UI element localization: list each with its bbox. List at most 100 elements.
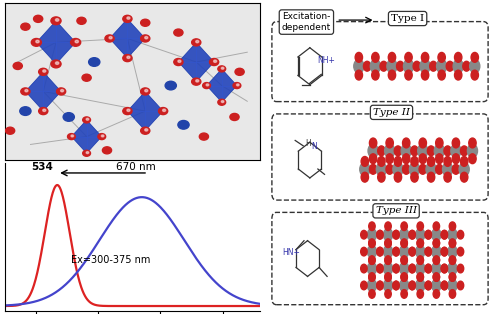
- Circle shape: [441, 264, 448, 273]
- Circle shape: [140, 35, 150, 42]
- Circle shape: [6, 127, 15, 134]
- Circle shape: [218, 66, 226, 72]
- Circle shape: [63, 113, 74, 121]
- Circle shape: [42, 70, 46, 72]
- Circle shape: [355, 52, 362, 62]
- Circle shape: [82, 150, 90, 156]
- Circle shape: [13, 62, 22, 69]
- Circle shape: [405, 52, 412, 62]
- Circle shape: [384, 229, 392, 241]
- Circle shape: [441, 247, 448, 256]
- Circle shape: [426, 163, 436, 176]
- Circle shape: [441, 247, 448, 256]
- Circle shape: [430, 61, 437, 71]
- Circle shape: [222, 67, 224, 69]
- Circle shape: [56, 62, 59, 64]
- Circle shape: [393, 264, 400, 273]
- Circle shape: [385, 222, 392, 230]
- Circle shape: [409, 264, 416, 273]
- Circle shape: [432, 263, 441, 275]
- Circle shape: [400, 229, 409, 241]
- Circle shape: [384, 279, 392, 292]
- Circle shape: [417, 239, 424, 247]
- Circle shape: [378, 172, 385, 182]
- Circle shape: [377, 264, 383, 273]
- Circle shape: [409, 264, 416, 273]
- Circle shape: [393, 247, 400, 256]
- Circle shape: [196, 41, 199, 43]
- Circle shape: [425, 281, 432, 290]
- Circle shape: [102, 147, 112, 154]
- Circle shape: [454, 52, 462, 62]
- Text: Excitation-
dependent: Excitation- dependent: [282, 12, 331, 32]
- Circle shape: [449, 239, 456, 247]
- Circle shape: [417, 256, 424, 264]
- Circle shape: [372, 52, 379, 62]
- Circle shape: [144, 129, 148, 131]
- Circle shape: [236, 84, 239, 86]
- Circle shape: [411, 156, 418, 166]
- Circle shape: [388, 70, 396, 80]
- Circle shape: [370, 59, 380, 73]
- Circle shape: [425, 247, 432, 256]
- Circle shape: [410, 163, 420, 176]
- Circle shape: [411, 172, 418, 182]
- Circle shape: [355, 70, 362, 80]
- Circle shape: [393, 264, 400, 273]
- Circle shape: [471, 70, 478, 80]
- Circle shape: [34, 15, 42, 22]
- Polygon shape: [128, 91, 163, 131]
- Circle shape: [433, 273, 440, 281]
- Circle shape: [438, 70, 446, 80]
- Text: 670 nm: 670 nm: [116, 162, 156, 172]
- Circle shape: [378, 156, 385, 166]
- Circle shape: [123, 107, 132, 115]
- Circle shape: [21, 23, 30, 30]
- Circle shape: [409, 247, 416, 256]
- Circle shape: [433, 290, 440, 298]
- Circle shape: [385, 290, 392, 298]
- Polygon shape: [110, 19, 145, 58]
- Circle shape: [442, 163, 452, 176]
- Circle shape: [409, 247, 416, 256]
- Circle shape: [20, 107, 31, 116]
- Circle shape: [452, 154, 460, 164]
- Circle shape: [460, 172, 468, 182]
- Circle shape: [419, 154, 426, 164]
- Circle shape: [463, 61, 470, 71]
- Circle shape: [86, 118, 89, 120]
- Circle shape: [82, 117, 90, 123]
- Circle shape: [433, 256, 440, 264]
- Circle shape: [425, 264, 432, 273]
- Circle shape: [109, 36, 112, 39]
- Circle shape: [25, 89, 28, 92]
- Circle shape: [404, 59, 413, 73]
- Circle shape: [432, 229, 441, 241]
- Circle shape: [384, 263, 392, 275]
- Circle shape: [385, 256, 392, 264]
- Circle shape: [386, 154, 394, 164]
- Circle shape: [102, 135, 104, 137]
- Circle shape: [38, 68, 48, 75]
- Circle shape: [384, 144, 394, 158]
- Circle shape: [417, 222, 424, 230]
- Circle shape: [409, 281, 416, 290]
- Circle shape: [400, 246, 409, 258]
- Circle shape: [370, 165, 377, 174]
- Circle shape: [385, 239, 392, 247]
- Circle shape: [88, 58, 100, 66]
- Circle shape: [377, 281, 383, 290]
- Circle shape: [449, 273, 456, 281]
- Circle shape: [451, 144, 461, 158]
- Circle shape: [416, 246, 425, 258]
- Circle shape: [36, 40, 39, 43]
- Circle shape: [368, 273, 375, 281]
- Text: 534: 534: [32, 162, 54, 172]
- Circle shape: [402, 165, 410, 174]
- Circle shape: [200, 133, 208, 140]
- Circle shape: [409, 230, 416, 239]
- Circle shape: [98, 133, 106, 140]
- Circle shape: [360, 163, 370, 176]
- Text: N: N: [311, 142, 316, 151]
- Circle shape: [454, 70, 462, 80]
